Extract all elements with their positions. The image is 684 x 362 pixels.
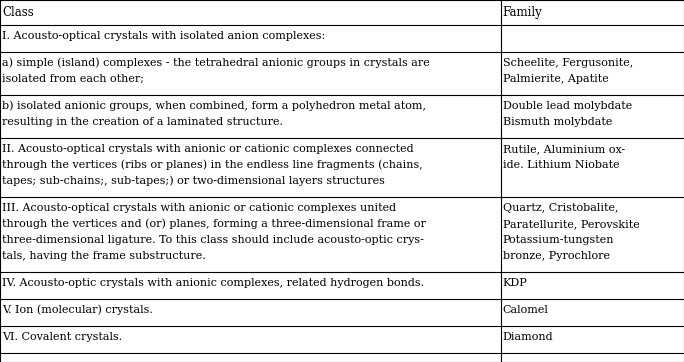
Text: Double lead molybdate: Double lead molybdate: [503, 101, 632, 111]
Text: Calomel: Calomel: [503, 305, 549, 315]
Text: Family: Family: [503, 6, 542, 19]
Text: through the vertices (ribs or planes) in the endless line fragments (chains,: through the vertices (ribs or planes) in…: [2, 160, 423, 170]
Text: III. Acousto-optical crystals with anionic or cationic complexes united: III. Acousto-optical crystals with anion…: [2, 203, 396, 213]
Text: Paratellurite, Perovskite: Paratellurite, Perovskite: [503, 219, 640, 229]
Text: ide. Lithium Niobate: ide. Lithium Niobate: [503, 160, 620, 170]
Text: Rutile, Aluminium ox-: Rutile, Aluminium ox-: [503, 144, 625, 154]
Text: Palmierite, Apatite: Palmierite, Apatite: [503, 73, 609, 84]
Text: three-dimensional ligature. To this class should include acousto-optic crys-: three-dimensional ligature. To this clas…: [2, 235, 424, 245]
Text: tapes; sub-chains;, sub-tapes;) or two-dimensional layers structures: tapes; sub-chains;, sub-tapes;) or two-d…: [2, 176, 385, 186]
Text: bronze, Pyrochlore: bronze, Pyrochlore: [503, 251, 609, 261]
Text: Bismuth molybdate: Bismuth molybdate: [503, 117, 612, 127]
Text: isolated from each other;: isolated from each other;: [2, 73, 144, 84]
Text: Quartz, Cristobalite,: Quartz, Cristobalite,: [503, 203, 618, 213]
Text: a) simple (island) complexes - the tetrahedral anionic groups in crystals are: a) simple (island) complexes - the tetra…: [2, 58, 430, 68]
Text: through the vertices and (or) planes, forming a three-dimensional frame or: through the vertices and (or) planes, fo…: [2, 219, 426, 229]
Text: II. Acousto-optical crystals with anionic or cationic complexes connected: II. Acousto-optical crystals with anioni…: [2, 144, 414, 154]
Text: Diamond: Diamond: [503, 332, 553, 342]
Text: I. Acousto-optical crystals with isolated anion complexes:: I. Acousto-optical crystals with isolate…: [2, 30, 326, 41]
Text: resulting in the creation of a laminated structure.: resulting in the creation of a laminated…: [2, 117, 283, 127]
Text: Class: Class: [2, 6, 34, 19]
Text: Scheelite, Fergusonite,: Scheelite, Fergusonite,: [503, 58, 633, 68]
Text: IV. Acousto-optic crystals with anionic complexes, related hydrogen bonds.: IV. Acousto-optic crystals with anionic …: [2, 278, 424, 288]
Text: b) isolated anionic groups, when combined, form a polyhedron metal atom,: b) isolated anionic groups, when combine…: [2, 101, 426, 111]
Text: V. Ion (molecular) crystals.: V. Ion (molecular) crystals.: [2, 305, 153, 315]
Text: KDP: KDP: [503, 278, 527, 288]
Text: Potassium-tungsten: Potassium-tungsten: [503, 235, 614, 245]
Text: tals, having the frame substructure.: tals, having the frame substructure.: [2, 251, 206, 261]
Text: VI. Covalent crystals.: VI. Covalent crystals.: [2, 332, 122, 342]
